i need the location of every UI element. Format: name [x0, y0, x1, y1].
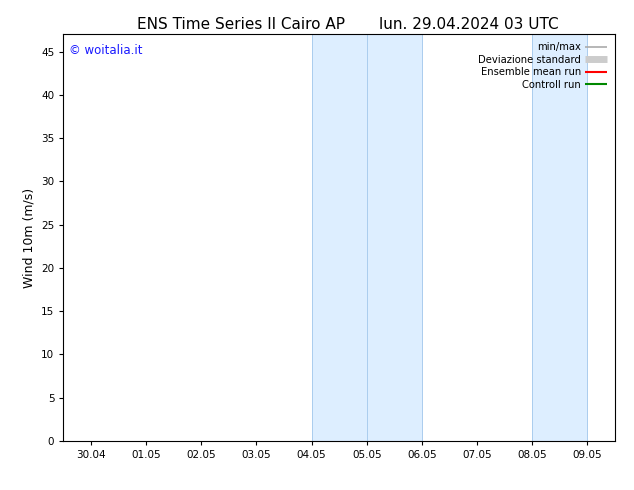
Bar [366, 34, 422, 441]
Text: ENS Time Series Il Cairo AP: ENS Time Series Il Cairo AP [137, 17, 345, 32]
Y-axis label: Wind 10m (m/s): Wind 10m (m/s) [23, 188, 36, 288]
Text: © woitalia.it: © woitalia.it [69, 45, 143, 57]
Bar [533, 34, 588, 441]
Bar [312, 34, 367, 441]
Text: lun. 29.04.2024 03 UTC: lun. 29.04.2024 03 UTC [379, 17, 559, 32]
Legend: min/max, Deviazione standard, Ensemble mean run, Controll run: min/max, Deviazione standard, Ensemble m… [475, 39, 610, 93]
